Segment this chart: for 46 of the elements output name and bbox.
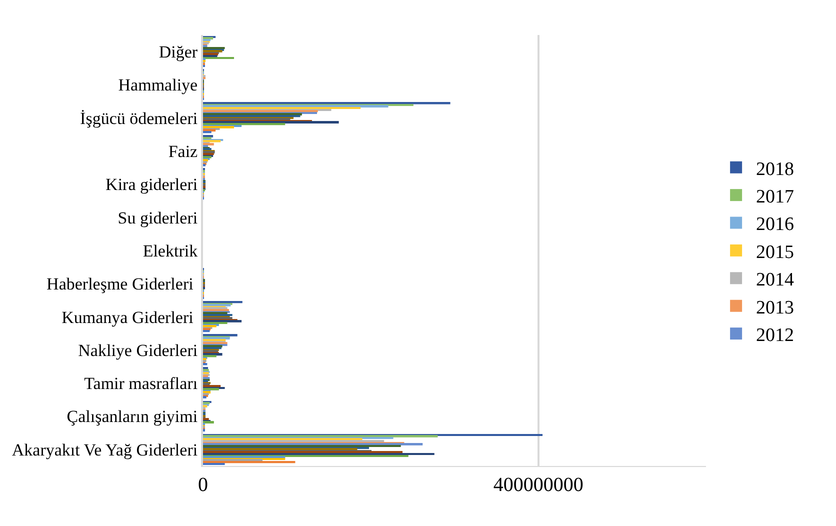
- y-tick-label: Haberleşme Giderleri: [46, 274, 198, 294]
- bar: [203, 385, 221, 388]
- bar: [203, 453, 434, 456]
- y-tick-label: Kira giderleri: [106, 175, 198, 194]
- legend-label: 2016: [756, 214, 794, 236]
- y-tick-label: Kumanya Giderleri: [62, 308, 198, 327]
- y-tick-label: Diğer: [158, 42, 198, 62]
- bar: [203, 317, 232, 320]
- x-tick-label: 400000000: [493, 474, 584, 496]
- legend-label: 2018: [756, 158, 794, 180]
- y-tick-label: Hammaliye: [118, 76, 198, 95]
- y-tick-label: İşgücü ödemeleri: [80, 108, 198, 128]
- bar: [203, 314, 232, 316]
- bar: [203, 143, 214, 146]
- bar: [203, 107, 361, 110]
- legend-label: 2014: [756, 270, 795, 291]
- bar: [203, 320, 242, 322]
- x-tick-label: 0: [198, 474, 208, 496]
- bar: [203, 325, 216, 328]
- bar: [203, 301, 242, 304]
- bar: [203, 388, 219, 390]
- bar: [203, 123, 286, 126]
- legend-label: 2012: [756, 324, 794, 346]
- y-tick-label: Faiz: [168, 142, 198, 161]
- bar: [203, 322, 228, 324]
- bar: [203, 57, 234, 59]
- bar: [203, 421, 214, 424]
- y-tick-label: Elektrik: [142, 241, 198, 260]
- bar: [203, 463, 225, 465]
- y-tick-label: Çalışanların giyimi: [66, 407, 198, 426]
- y-tick-label: Nakliye Giderleri: [78, 340, 198, 360]
- y-tick-label: Su giderleri: [118, 208, 198, 228]
- legend-label: 2015: [756, 242, 794, 263]
- bar: [203, 131, 212, 134]
- legend-label: 2017: [756, 186, 794, 208]
- bar: [203, 448, 358, 450]
- bar: [203, 440, 384, 442]
- bar: [203, 140, 221, 142]
- bar: [203, 334, 238, 336]
- bar: [203, 126, 234, 128]
- legend-label: 2013: [756, 297, 794, 318]
- bar: [203, 355, 216, 358]
- y-tick-label: Akaryakıt Ve Yağ Giderleri: [12, 440, 198, 460]
- y-tick-label: Tamir masrafları: [84, 374, 198, 394]
- bar: [203, 445, 401, 448]
- bar: [203, 461, 296, 464]
